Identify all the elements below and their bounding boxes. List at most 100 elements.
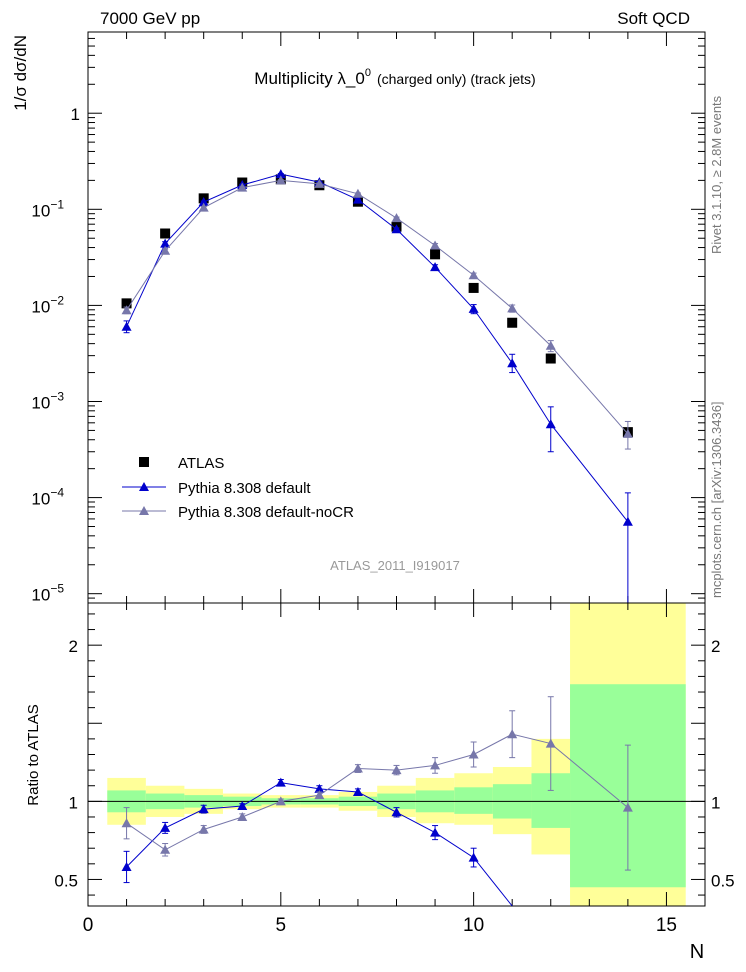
x-axis-label: N xyxy=(690,941,704,963)
y-tick-label-exponent: −4 xyxy=(50,486,64,500)
data-point xyxy=(121,321,132,331)
plot-title-main: Multiplicity λ_0 xyxy=(254,69,365,88)
y-tick-label: 10−4 xyxy=(31,486,64,509)
data-point xyxy=(391,224,402,234)
ratio-data-point xyxy=(468,749,479,759)
data-point xyxy=(352,194,363,204)
data-point xyxy=(160,245,171,255)
ratio-y-tick-label: 2 xyxy=(69,637,78,656)
ratio-data-point xyxy=(121,861,132,871)
data-point xyxy=(545,353,556,364)
y-tick-label-exponent: −1 xyxy=(50,197,64,211)
main-axis-ticks: 1 10−1 10−2 10−3 10−4 10−5 xyxy=(31,31,705,605)
ratio-series-pythia-8-308-default-nocr xyxy=(121,696,633,871)
ratio-data-point xyxy=(160,822,171,832)
legend-label: Pythia 8.308 default xyxy=(178,480,311,497)
data-point xyxy=(545,340,556,350)
data-point xyxy=(507,317,518,328)
data-point xyxy=(160,228,171,239)
ratio-data-point xyxy=(237,801,248,811)
y-tick-label: 10−5 xyxy=(31,582,64,605)
data-point xyxy=(314,178,325,188)
y-tick-label: 10−2 xyxy=(31,293,64,316)
legend-marker xyxy=(139,482,149,491)
legend-item: Pythia 8.308 default xyxy=(122,480,311,497)
main-y-axis-label: 1/σ dσ/dN xyxy=(11,35,30,111)
header-process-label: Soft QCD xyxy=(617,9,690,28)
data-point xyxy=(468,303,479,313)
ratio-data-point xyxy=(352,786,363,796)
data-point xyxy=(237,182,248,192)
y-tick-label: 10−3 xyxy=(31,389,64,412)
ratio-data-point xyxy=(121,818,132,828)
ratio-data-point xyxy=(468,852,479,862)
ratio-data-point xyxy=(237,811,248,821)
ratio-data-point xyxy=(198,804,209,814)
ratio-series-line xyxy=(126,782,513,906)
legend-item: Pythia 8.308 default-noCR xyxy=(122,504,354,521)
data-point xyxy=(198,202,209,212)
ratio-y-axis-label: Ratio to ATLAS xyxy=(25,704,42,805)
ratio-y-tick-label-right: 0.5 xyxy=(711,871,735,890)
data-point xyxy=(198,197,209,207)
data-point xyxy=(391,213,402,223)
legend-item: ATLAS xyxy=(139,455,224,472)
data-point xyxy=(121,305,132,315)
x-tick-label: 0 xyxy=(83,915,94,936)
ratio-data-point xyxy=(545,738,556,748)
ratio-series-pythia-8-308-default xyxy=(121,777,513,906)
y-tick-label-exponent: −3 xyxy=(50,389,64,403)
ratio-data-point xyxy=(352,763,363,773)
ratio-data-point xyxy=(160,844,171,854)
ratio-data-point xyxy=(430,760,441,770)
series-pythia-8-308-default xyxy=(121,169,633,604)
ratio-data-point xyxy=(622,802,633,812)
data-point xyxy=(352,188,363,198)
y-tick-label: 10−1 xyxy=(31,197,64,220)
ratio-data-point xyxy=(198,824,209,834)
y-tick-label: 1 xyxy=(71,105,80,124)
ratio-uncertainty-bands xyxy=(87,602,706,907)
x-tick-label: 15 xyxy=(656,915,677,936)
main-data-layer xyxy=(121,169,633,604)
data-point xyxy=(430,262,441,272)
plot-title-superscript: 0 xyxy=(365,67,371,79)
ratio-data-point xyxy=(430,827,441,837)
ratio-data-point xyxy=(314,790,325,800)
ratio-y-tick-label: 0.5 xyxy=(54,871,78,890)
ratio-y-tick-label: 1 xyxy=(69,793,78,812)
plot-title-suffix: (charged only) (track jets) xyxy=(377,71,536,87)
legend-marker xyxy=(139,506,149,515)
series-pythia-8-308-default-nocr xyxy=(121,175,633,450)
data-point xyxy=(622,428,633,438)
inner-band xyxy=(454,787,493,814)
x-tick-label: 10 xyxy=(463,915,484,936)
data-point xyxy=(507,358,518,368)
ratio-y-tick-label-right: 1 xyxy=(711,793,720,812)
data-point xyxy=(430,249,441,260)
legend-label: ATLAS xyxy=(178,455,224,472)
data-point xyxy=(468,282,479,293)
ratio-data-point xyxy=(391,807,402,817)
legend: ATLAS Pythia 8.308 default Pythia 8.308 de… xyxy=(122,455,354,521)
legend-marker xyxy=(139,457,149,467)
data-point xyxy=(160,238,171,248)
data-point xyxy=(545,419,556,429)
ratio-data-point xyxy=(275,796,286,806)
series-line xyxy=(126,179,629,435)
ratio-data-point xyxy=(391,765,402,775)
y-tick-label-exponent: −5 xyxy=(50,582,64,596)
ratio-data-point xyxy=(275,777,286,787)
data-point xyxy=(468,270,479,280)
ratio-axis-ticks: 0.5 0.5 1 1 2 2 0 5 10 15 xyxy=(54,603,735,936)
legend-label: Pythia 8.308 default-noCR xyxy=(178,504,354,521)
data-point xyxy=(622,516,633,526)
data-point xyxy=(275,169,286,179)
mcplots-label: mcplots.cern.ch [arXiv:1306.3436] xyxy=(709,401,724,598)
rivet-version-label: Rivet 3.1.10, ≥ 2.8M events xyxy=(709,95,724,254)
y-tick-label-exponent: −2 xyxy=(50,293,64,307)
header-energy-label: 7000 GeV pp xyxy=(100,9,200,28)
data-point xyxy=(121,298,132,309)
analysis-watermark: ATLAS_2011_I919017 xyxy=(330,558,460,573)
